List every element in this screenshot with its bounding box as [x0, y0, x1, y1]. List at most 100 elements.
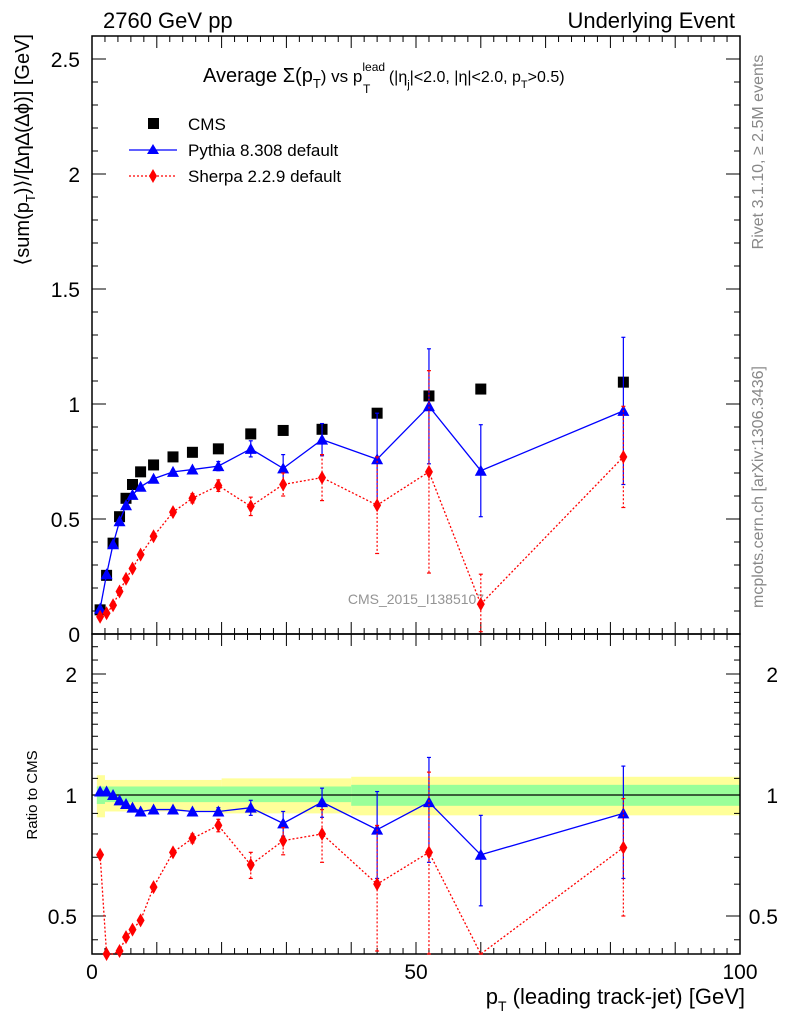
data-point-square — [245, 428, 257, 440]
ratio-y-tick-label-right: 0.5 — [749, 906, 778, 929]
data-point-triangle — [617, 807, 630, 819]
x-axis-label-b: (leading track-jet) [GeV] — [507, 984, 745, 1009]
ratio-axis-ticks — [91, 634, 741, 954]
data-point-triangle — [113, 515, 126, 527]
data-point-diamond — [122, 930, 131, 945]
data-point-diamond — [619, 449, 628, 464]
ratio-y-tick-labels: 0.5 0.5 1 1 2 2 — [48, 664, 778, 929]
data-point-triangle — [126, 801, 139, 813]
data-point-diamond — [102, 947, 111, 961]
main-y-tick-label: 2 — [68, 164, 80, 187]
main-y-tick-label: 1 — [68, 394, 80, 417]
plot-title-sub-j: j — [406, 79, 409, 91]
data-point-diamond — [279, 477, 288, 492]
data-point-triangle — [126, 488, 139, 500]
data-point-triangle — [186, 463, 199, 475]
legend-label-pythia: Pythia 8.308 default — [188, 141, 339, 160]
main-y-tick-label: 1.5 — [51, 279, 80, 302]
data-point-square — [167, 451, 179, 463]
data-point-square — [475, 383, 487, 395]
data-point-diamond — [169, 505, 177, 520]
data-point-triangle — [212, 805, 225, 817]
main-y-tick-label: 0.5 — [51, 509, 80, 532]
data-point-diamond — [476, 597, 485, 612]
data-point-diamond — [619, 840, 628, 855]
main-y-axis-label-a: ⟨sum(p — [12, 202, 34, 265]
plot-title-sub-t3: T — [521, 79, 528, 91]
data-point-triangle — [120, 797, 133, 809]
legend-label-sherpa: Sherpa 2.2.9 default — [188, 167, 341, 186]
data-point-diamond — [424, 845, 433, 860]
data-point-diamond — [109, 598, 118, 613]
data-point-diamond — [149, 880, 158, 895]
plot-title: Average Σ(pT) vs plead T (|ηj|<2.0, |η|<2… — [203, 60, 565, 96]
data-point-triangle — [371, 823, 384, 835]
x-axis-label: pT (leading track-jet) [GeV] — [486, 984, 745, 1014]
data-point-triangle — [167, 465, 179, 477]
data-point-triangle — [100, 568, 113, 580]
data-point-square — [186, 446, 198, 458]
data-point-triangle — [167, 803, 179, 815]
data-point-triangle — [277, 817, 290, 829]
ratio-y-tick-label-left: 2 — [65, 664, 77, 687]
ratio-y-axis-label: Ratio to CMS — [24, 750, 41, 839]
data-point-triangle — [316, 796, 329, 808]
plot-title-sub-t2: T — [363, 82, 371, 96]
data-point-diamond — [128, 561, 137, 576]
plot-title-mid: ) vs p — [321, 67, 363, 86]
main-y-axis-label: ⟨sum(pT)⟩/[∆η∆(∆ϕ)] [GeV] — [12, 34, 38, 266]
data-point-square — [212, 443, 224, 455]
x-tick-label: 0 — [86, 961, 98, 984]
data-point-triangle — [147, 472, 160, 484]
data-point-diamond — [373, 877, 382, 892]
data-point-diamond — [318, 470, 327, 485]
ratio-y-tick-label-left: 0.5 — [48, 906, 77, 929]
data-point-square — [120, 492, 132, 504]
main-y-axis-label-b: )⟩/[∆η∆(∆ϕ)] [GeV] — [12, 34, 34, 194]
main-axis-ticks — [91, 36, 741, 635]
data-point-triangle — [474, 464, 487, 476]
data-point-diamond — [115, 943, 124, 958]
data-point-triangle — [107, 789, 120, 800]
data-point-diamond — [279, 833, 288, 848]
data-point-diamond — [169, 845, 177, 860]
x-axis-label-a: p — [486, 984, 498, 1009]
legend-marker-sherpa — [149, 169, 157, 183]
data-point-square — [135, 466, 147, 478]
data-point-diamond — [246, 857, 255, 872]
data-point-triangle — [244, 442, 257, 454]
ratio-y-tick-label-right: 1 — [766, 785, 778, 808]
data-point-square — [127, 479, 138, 490]
data-point-triangle — [316, 433, 329, 445]
x-tick-label: 50 — [404, 961, 427, 984]
x-axis-label-sub: T — [498, 998, 507, 1014]
data-point-diamond — [373, 498, 382, 513]
data-point-triangle — [474, 848, 487, 860]
plot-title-lead: Average Σ(p — [203, 65, 313, 87]
main-y-tick-labels: 0 0.5 1 1.5 2 2.5 — [51, 49, 80, 647]
data-point-diamond — [115, 584, 124, 599]
data-point-triangle — [134, 480, 147, 492]
legend: CMS Pythia 8.308 default Sherpa 2.2.9 de… — [129, 115, 341, 186]
main-plot-panel: 0 0.5 1 1.5 2 2.5 CMS_2015_I1385107 — [51, 35, 741, 647]
data-point-diamond — [149, 529, 158, 544]
process-label: Underlying Event — [567, 8, 735, 33]
plot-title-sup-lead: lead — [362, 60, 385, 74]
data-point-diamond — [102, 606, 111, 621]
mcplots-label: mcplots.cern.ch [arXiv:1306.3436] — [750, 366, 767, 608]
data-point-diamond — [122, 571, 131, 586]
legend-label-cms: CMS — [188, 115, 226, 134]
ratio-band-green — [104, 786, 352, 803]
data-point-triangle — [120, 499, 133, 511]
data-point-triangle — [422, 400, 435, 412]
plot-title-cut2: |<2.0, |η|<2.0, p — [410, 69, 521, 86]
analysis-watermark: CMS_2015_I1385107 — [348, 591, 484, 607]
data-point-triangle — [147, 803, 160, 815]
main-y-tick-label: 2.5 — [51, 49, 80, 72]
data-point-diamond — [318, 826, 327, 841]
main-y-axis-label-sub: T — [23, 194, 38, 202]
data-point-diamond — [246, 499, 255, 514]
data-point-diamond — [188, 491, 197, 506]
data-point-triangle — [244, 801, 257, 813]
data-point-diamond — [214, 478, 223, 493]
